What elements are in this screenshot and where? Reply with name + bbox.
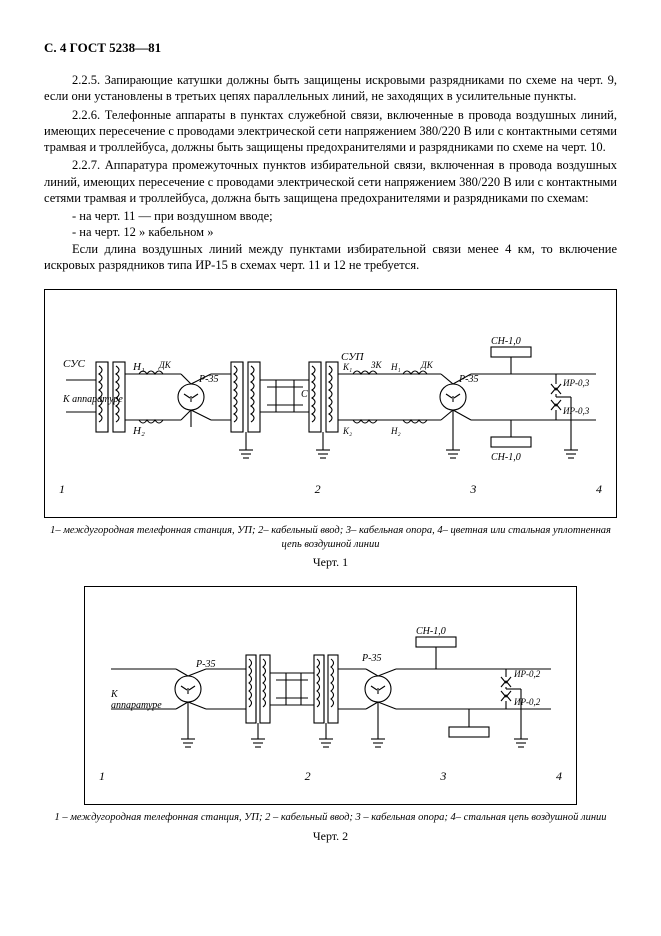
svg-text:ИР-0,2: ИР-0,2 <box>513 669 541 679</box>
fig1-mark-3: 3 <box>470 482 476 497</box>
figure-1-diagram: СУС К аппаратуре Н₁ Н₂ ДК <box>61 302 601 482</box>
svg-text:СН-1,0: СН-1,0 <box>491 452 521 463</box>
paragraph-225: 2.2.5. Запирающие катушки должны быть за… <box>44 72 617 105</box>
svg-text:К аппаратуре: К аппаратуре <box>62 394 123 405</box>
svg-text:ИР-0,2: ИР-0,2 <box>513 697 541 707</box>
svg-text:Р-35: Р-35 <box>195 659 215 670</box>
svg-text:СН-1,0: СН-1,0 <box>416 626 446 637</box>
fig2-mark-2: 2 <box>305 769 311 784</box>
label-sus: СУС <box>63 358 86 370</box>
list-item-1: - на черт. 11 — при воздушном вводе; <box>44 208 617 224</box>
svg-text:К₂: К₂ <box>342 426 352 436</box>
svg-text:Н₁: Н₁ <box>390 362 401 372</box>
paragraph-226: 2.2.6. Телефонные аппараты в пунктах слу… <box>44 107 617 156</box>
fig1-mark-1: 1 <box>59 482 65 497</box>
svg-text:Н₂: Н₂ <box>390 426 401 436</box>
list-item-2: - на черт. 12 » кабельном » <box>44 224 617 240</box>
figure-2-label: Черт. 2 <box>44 829 617 844</box>
figure-2-diagram: К аппаратуре Р-35 <box>106 599 556 769</box>
fig2-mark-1: 1 <box>99 769 105 784</box>
figure-2-caption: 1 – междугородная телефонная станция, УП… <box>44 811 617 825</box>
svg-text:С: С <box>301 389 308 400</box>
svg-text:К₁: К₁ <box>342 362 352 372</box>
svg-text:ИР-0,3: ИР-0,3 <box>562 406 590 416</box>
svg-text:К аппаратуре: К аппаратуре <box>110 689 162 711</box>
label-ir03: ИР-0,3 <box>562 378 590 388</box>
paragraph-227: 2.2.7. Аппаратура промежуточных пунктов … <box>44 157 617 206</box>
label-cn10-t: СН-1,0 <box>491 336 521 347</box>
svg-text:Р-35: Р-35 <box>361 653 381 664</box>
figure-1-label: Черт. 1 <box>44 555 617 570</box>
label-h2-l: Н₂ <box>132 425 145 437</box>
page-header: С. 4 ГОСТ 5238—81 <box>44 40 617 56</box>
svg-text:ДК: ДК <box>158 360 172 370</box>
fig2-mark-3: 3 <box>440 769 446 784</box>
figure-2-box: К аппаратуре Р-35 <box>84 586 577 805</box>
figure-1-caption: 1– междугородная телефонная станция, УП;… <box>44 524 617 551</box>
svg-text:ЗК: ЗК <box>371 360 382 370</box>
fig1-mark-2: 2 <box>315 482 321 497</box>
fig2-mark-4: 4 <box>556 769 562 784</box>
fig1-mark-4: 4 <box>596 482 602 497</box>
figure-1-box: СУС К аппаратуре Н₁ Н₂ ДК <box>44 289 617 518</box>
paragraph-227b: Если длина воздушных линий между пунктам… <box>44 241 617 274</box>
svg-text:ДК: ДК <box>420 360 434 370</box>
